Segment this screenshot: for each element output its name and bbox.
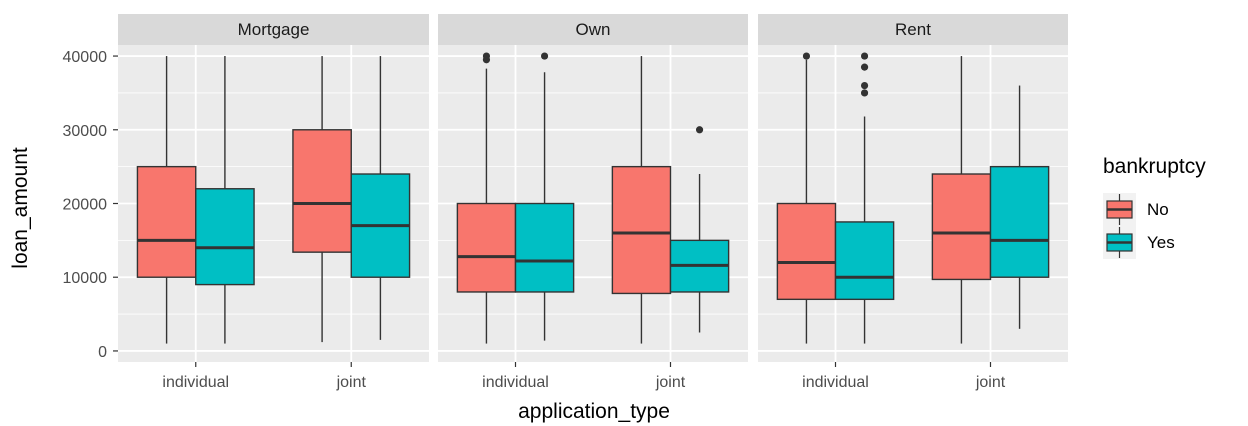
outlier-point — [860, 81, 869, 90]
y-axis: 0 10000 20000 30000 40000 — [63, 49, 118, 361]
x-tick-label: joint — [336, 374, 367, 391]
x-tick-label: joint — [975, 374, 1006, 391]
legend-label: Yes — [1147, 233, 1175, 252]
facet-strip — [118, 14, 429, 45]
box-individual-no — [456, 52, 517, 344]
box-iqr — [611, 165, 672, 295]
outlier-point — [860, 63, 869, 71]
outlier-point — [695, 126, 704, 134]
box-iqr — [292, 129, 352, 253]
facet-panel-mortgage: Mortgage individual joint — [118, 14, 429, 391]
facet-panel-rent: Rent individual joint — [758, 14, 1068, 391]
facet-panel-own: Own individual joint — [438, 14, 748, 391]
box-joint-yes — [989, 85, 1050, 329]
outlier-point — [860, 52, 869, 60]
box-individual-yes — [195, 56, 255, 344]
box-joint-no — [611, 56, 672, 344]
box-individual-no — [136, 56, 197, 344]
y-tick-label: 0 — [98, 344, 107, 361]
box-joint-no — [292, 56, 352, 343]
box-individual-no — [776, 52, 837, 344]
box-individual-yes — [514, 52, 575, 341]
legend-key-yes — [1103, 226, 1136, 259]
x-tick-label: joint — [655, 374, 686, 391]
x-tick-label: individual — [482, 374, 549, 391]
y-tick-label: 40000 — [63, 49, 108, 66]
x-tick-label: individual — [162, 374, 229, 391]
box-iqr — [195, 188, 255, 286]
x-tick-label: individual — [802, 374, 869, 391]
facet-panels: Mortgage individual joint Own individual join… — [118, 14, 1068, 391]
facet-strip — [438, 14, 748, 45]
box-iqr — [834, 221, 895, 301]
x-axis-title: application_type — [518, 400, 670, 423]
outlier-point — [860, 89, 869, 97]
box-iqr — [989, 165, 1050, 278]
y-tick-label: 30000 — [63, 123, 108, 140]
facet-label: Rent — [895, 20, 931, 39]
box-iqr — [931, 173, 992, 281]
outlier-point — [802, 52, 811, 60]
y-axis-title: loan_amount — [9, 147, 32, 269]
legend-title: bankruptcy — [1103, 155, 1206, 178]
legend-label: No — [1147, 200, 1169, 219]
box-joint-yes — [669, 126, 730, 333]
box-iqr — [514, 202, 575, 293]
facet-strip — [758, 14, 1068, 45]
legend-key-no — [1103, 193, 1136, 226]
box-iqr — [776, 202, 837, 301]
outlier-point — [482, 52, 491, 60]
box-joint-yes — [350, 56, 411, 340]
facet-label: Own — [576, 20, 611, 39]
y-tick-label: 10000 — [63, 270, 108, 287]
box-joint-no — [931, 56, 992, 344]
box-iqr — [456, 202, 517, 293]
y-tick-label: 20000 — [63, 197, 108, 214]
outlier-point — [540, 52, 549, 60]
box-iqr — [136, 165, 197, 278]
facet-label: Mortgage — [238, 20, 310, 39]
box-individual-yes — [834, 52, 895, 344]
legend: bankruptcy No Yes — [1103, 155, 1206, 259]
